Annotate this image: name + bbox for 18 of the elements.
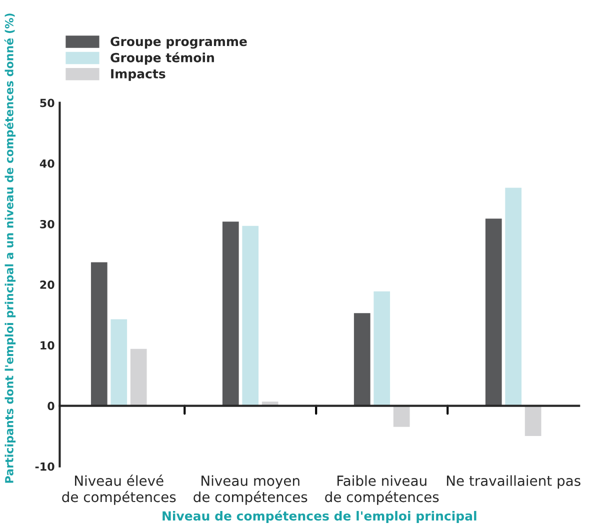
legend-label: Groupe programme <box>110 36 247 49</box>
y-tick-label: -10 <box>35 462 54 471</box>
x-tick-label: Niveau moyen de compétences <box>194 475 308 505</box>
x-tick-label: Ne travaillaient pas <box>446 475 580 489</box>
x-tick-label: Faible niveau de compétences <box>325 475 439 505</box>
bar <box>523 405 543 438</box>
x-tick-label: Niveau élevé de compétences <box>62 474 176 505</box>
y-tick-label: 30 <box>40 220 54 228</box>
y-tick-label: 40 <box>40 159 54 168</box>
legend-label: Groupe témoin <box>110 52 214 65</box>
bar <box>392 405 412 428</box>
x-axis-title: Niveau de compétences de l'emploi principal <box>162 510 476 524</box>
y-axis-title: Participants dont l'emploi principal a un niveau de compétences donné (%) <box>4 14 16 483</box>
y-tick-label: 0 <box>48 402 54 410</box>
y-tick-label: 50 <box>40 98 54 108</box>
y-tick-label: 20 <box>40 280 54 289</box>
y-tick-label: 10 <box>40 341 54 350</box>
legend-label: Impacts <box>111 69 166 81</box>
